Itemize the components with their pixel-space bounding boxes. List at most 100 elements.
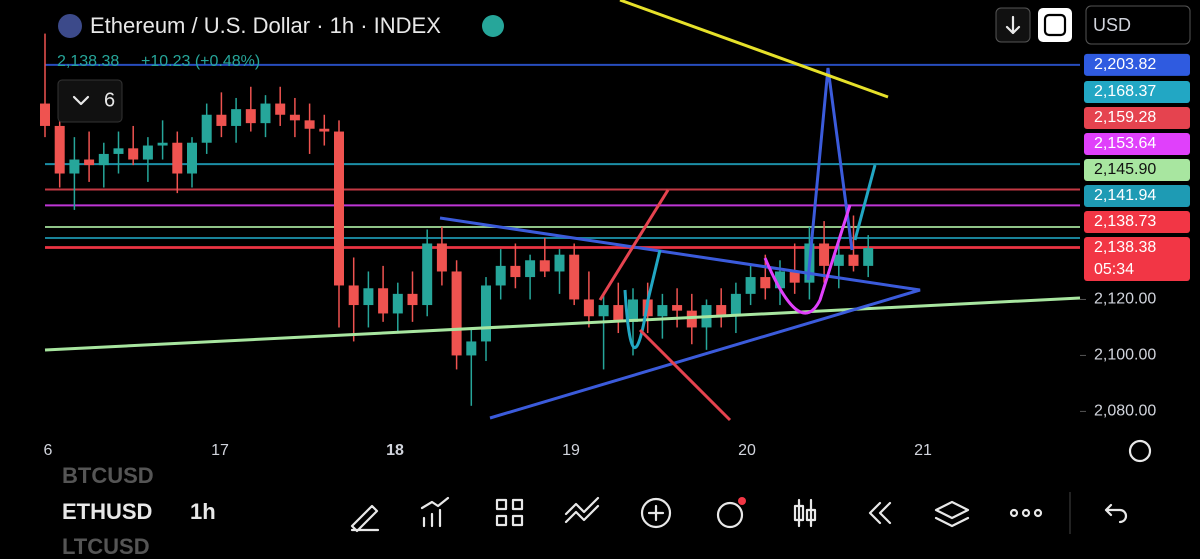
candle-body	[863, 248, 874, 266]
candle-body	[231, 109, 242, 126]
candle-body	[172, 142, 183, 174]
interval[interactable]: 1h	[190, 499, 216, 524]
fullscreen-button[interactable]	[1038, 8, 1072, 42]
chevron	[72, 95, 90, 106]
candle-body	[628, 299, 638, 322]
price-change: +10.23 (+0.48%)	[141, 53, 260, 70]
candle-body	[760, 277, 771, 289]
indicator-count: 6	[104, 89, 115, 111]
candle-body	[451, 271, 462, 356]
price-label: 2,141.94	[1094, 187, 1156, 204]
price-label-box	[1084, 185, 1190, 208]
date-label: 6	[44, 442, 53, 459]
chart-type-tool[interactable]	[793, 498, 817, 528]
candle-body	[334, 131, 344, 286]
more-dot[interactable]	[1009, 508, 1019, 518]
chart-plot: 2,120.00 2,100.00 2,080.00 2,203.82 2,168.37…	[40, 0, 1200, 431]
candle-body	[539, 260, 550, 272]
candle-body	[745, 277, 756, 294]
date-label: 18	[386, 442, 404, 459]
currency-select[interactable]	[1085, 5, 1191, 45]
red-drawing	[638, 328, 732, 422]
layouts-tool[interactable]	[495, 498, 524, 527]
date-label: 20	[738, 442, 756, 459]
more-dot[interactable]	[1033, 508, 1043, 518]
candle-body	[775, 271, 785, 289]
price-label-box	[1084, 211, 1190, 234]
eth-icon	[58, 14, 82, 38]
candle-body	[510, 265, 521, 278]
price-label: 2,138.38	[1094, 239, 1156, 256]
candle-body	[378, 288, 389, 314]
candle-body	[672, 305, 683, 311]
candle-body	[569, 254, 580, 300]
triangle-drawing	[439, 216, 921, 420]
candle-body	[819, 243, 830, 266]
price-label: 2,145.90	[1094, 161, 1156, 178]
candle-body	[363, 288, 374, 306]
price-label: 2,138.73	[1094, 213, 1156, 230]
candle-body	[848, 254, 859, 266]
candle-body	[54, 125, 65, 174]
settings-icon[interactable]	[1128, 439, 1152, 463]
y-tick-label: 2,080.00	[1094, 403, 1156, 420]
spike-drawing	[806, 67, 854, 281]
candle-body	[583, 299, 594, 317]
candle-body	[275, 103, 286, 115]
draw-tool[interactable]	[350, 504, 380, 533]
candle-body	[157, 142, 168, 146]
layers-tool[interactable]	[934, 500, 970, 528]
date-label: 17	[211, 442, 229, 459]
strategy-tool[interactable]	[564, 496, 600, 524]
candle-body	[407, 293, 418, 306]
price-label-box	[1084, 81, 1190, 104]
symbol-current[interactable]: ETHUSD	[62, 499, 152, 524]
undo[interactable]	[1104, 503, 1128, 524]
candle-body	[260, 103, 271, 124]
ma-drawing	[619, 0, 889, 99]
symbol-prev: BTCUSD	[62, 463, 154, 488]
candle-body	[657, 305, 668, 317]
market-status	[482, 15, 504, 37]
candle-body	[613, 305, 624, 322]
price-label-box	[1084, 53, 1190, 76]
date-label: 19	[562, 442, 580, 459]
alert-dot	[738, 497, 746, 505]
last-price: 2,138.38	[57, 53, 119, 70]
add-tool[interactable]	[640, 497, 672, 529]
red-drawing	[598, 189, 670, 301]
price-label: 2,203.82	[1094, 56, 1156, 73]
replay-tool[interactable]	[868, 501, 892, 525]
alert-tool[interactable]	[716, 501, 744, 529]
currency: USD	[1093, 15, 1131, 35]
candle-body	[289, 114, 300, 121]
candle-body	[481, 285, 491, 342]
candle-body	[201, 114, 212, 143]
candle-body	[128, 148, 139, 160]
magenta-drawing	[763, 204, 852, 315]
symbol-next: LTCUSD	[62, 534, 150, 554]
indicators-toggle[interactable]	[57, 79, 123, 123]
countdown: 05:34	[1094, 261, 1134, 278]
candle-body	[598, 305, 609, 317]
candle-body	[113, 148, 124, 154]
price-label: 2,168.37	[1094, 83, 1156, 100]
fullscreen-icon	[1043, 13, 1067, 37]
candle-body	[495, 265, 506, 286]
candle-body	[554, 254, 565, 272]
indicators-tool[interactable]	[420, 496, 450, 528]
candle-body	[245, 109, 256, 124]
arrow-icon	[1005, 15, 1021, 35]
candle-body	[525, 260, 536, 278]
candle-body	[789, 271, 800, 283]
teal-drawing	[853, 164, 877, 241]
price-label-box	[1084, 107, 1190, 130]
candle-body	[216, 114, 227, 126]
candle-body	[686, 310, 697, 328]
candle-body	[348, 285, 359, 306]
candle-body	[730, 293, 741, 317]
more-dot[interactable]	[1021, 508, 1031, 518]
toolbar	[350, 492, 1128, 534]
